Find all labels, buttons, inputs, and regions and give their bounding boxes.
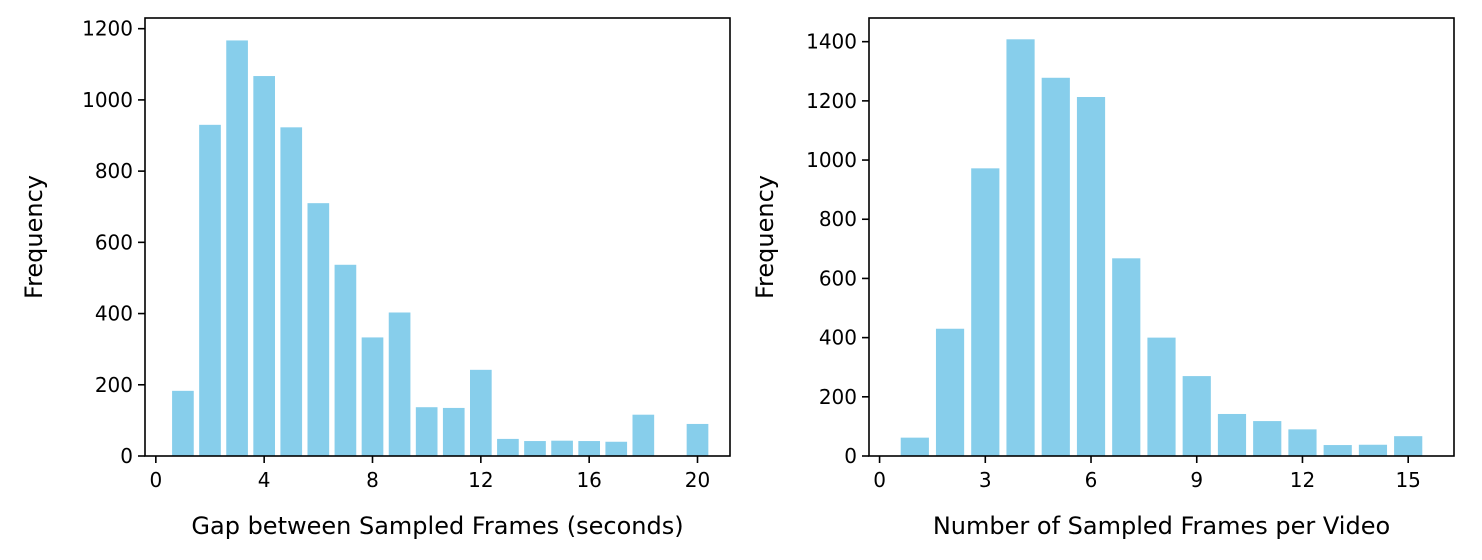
bar (551, 440, 573, 456)
y-tick-label: 800 (95, 159, 133, 183)
x-tick-label: 3 (979, 468, 992, 492)
x-tick-label: 0 (873, 468, 886, 492)
y-tick-label: 1000 (806, 148, 857, 172)
y-tick-label: 600 (95, 230, 133, 254)
bar (253, 76, 275, 457)
y-tick-label: 0 (844, 444, 857, 468)
x-tick-label: 12 (468, 468, 493, 492)
bar (686, 423, 709, 456)
x-axis-label: Gap between Sampled Frames (seconds) (191, 512, 683, 540)
bar (442, 407, 465, 456)
bar (361, 337, 384, 456)
bar (605, 441, 628, 456)
x-tick-label: 0 (149, 468, 162, 492)
bar (632, 414, 655, 456)
y-tick-label: 200 (819, 385, 857, 409)
y-tick-label: 1400 (806, 30, 857, 54)
frames-per-video-histogram-chart: 0 3 6 9 12 15 0 200 400 600 800 1000 1200 1400 Number … (751, 17, 1455, 540)
x-tick-label: 15 (1395, 468, 1420, 492)
bar (226, 40, 248, 457)
bar (578, 441, 600, 456)
bar (971, 168, 1000, 456)
y-axis-label: Frequency (20, 175, 48, 299)
plot-frame (868, 17, 1455, 457)
bar (1323, 445, 1352, 456)
bar (1006, 39, 1035, 457)
bar (1076, 97, 1106, 456)
bar (497, 438, 519, 456)
bar (199, 124, 221, 456)
plot-frame (144, 17, 731, 457)
x-axis-label: Number of Sampled Frames per Video (933, 512, 1390, 540)
y-tick-label: 0 (120, 444, 133, 468)
bar (1041, 77, 1070, 457)
bar (334, 264, 357, 456)
bar (470, 369, 492, 456)
bar (1358, 444, 1388, 456)
bar (1217, 413, 1247, 456)
y-tick-label: 800 (819, 207, 857, 231)
y-tick-label: 400 (819, 326, 857, 350)
bar (1147, 337, 1176, 456)
bar (388, 312, 411, 456)
x-tick-label: 20 (685, 468, 710, 492)
bar (900, 437, 929, 456)
y-tick-label: 1200 (82, 17, 133, 41)
bar (280, 127, 303, 456)
bar (1288, 429, 1317, 456)
bar (172, 390, 194, 456)
y-tick-label: 600 (819, 266, 857, 290)
y-tick-label: 1200 (806, 89, 857, 113)
bar (1253, 421, 1282, 456)
bar (524, 441, 546, 456)
y-tick-label: 400 (95, 302, 133, 326)
bar (1112, 258, 1141, 456)
y-tick-label: 200 (95, 373, 133, 397)
bar (1394, 436, 1423, 456)
x-tick-label: 8 (366, 468, 379, 492)
bar (1182, 376, 1211, 456)
bar (307, 203, 330, 456)
x-tick-label: 12 (1290, 468, 1315, 492)
x-tick-label: 6 (1085, 468, 1098, 492)
y-tick-label: 1000 (82, 88, 133, 112)
x-tick-label: 9 (1190, 468, 1203, 492)
x-tick-label: 16 (576, 468, 601, 492)
bar (935, 328, 965, 456)
bar (415, 407, 438, 456)
x-tick-label: 4 (258, 468, 271, 492)
y-axis-label: Frequency (751, 175, 779, 299)
